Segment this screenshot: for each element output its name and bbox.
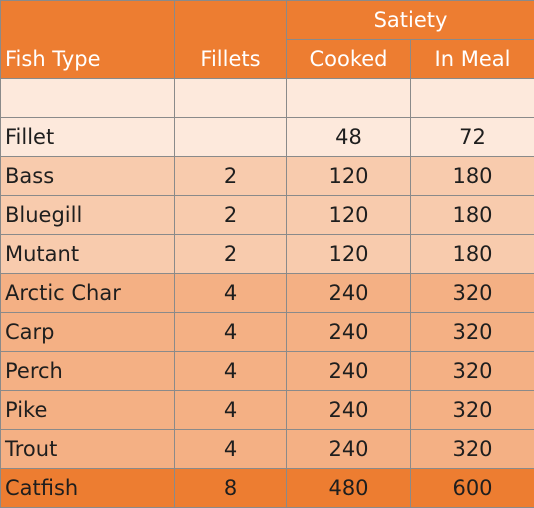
cell-fillets: 4 <box>174 273 287 313</box>
cell-fillets: 4 <box>174 312 287 352</box>
cell-fish-type: Perch <box>0 351 175 391</box>
table-row: Mutant 2 120 180 <box>0 234 534 274</box>
cell-cooked: 240 <box>286 351 411 391</box>
cell-in-meal: 320 <box>409 390 534 430</box>
table-row: Perch 4 240 320 <box>0 351 534 391</box>
cell-fish-type: Pike <box>0 390 175 430</box>
table-row: Bass 2 120 180 <box>0 156 534 196</box>
header-cooked: Cooked <box>286 39 411 79</box>
cell-fillets: 2 <box>174 195 287 235</box>
table-row: Fillet 48 72 <box>0 117 534 157</box>
cell-fillets: 2 <box>174 156 287 196</box>
cell-in-meal <box>409 78 534 118</box>
table-row: Carp 4 240 320 <box>0 312 534 352</box>
cell-fish-type: Trout <box>0 429 175 469</box>
cell-cooked: 240 <box>286 273 411 313</box>
cell-cooked: 240 <box>286 390 411 430</box>
cell-fish-type: Arctic Char <box>0 273 175 313</box>
table-row <box>0 78 534 118</box>
cell-fillets <box>174 78 287 118</box>
cell-cooked: 480 <box>286 468 411 508</box>
cell-fillets: 4 <box>174 351 287 391</box>
cell-cooked: 240 <box>286 312 411 352</box>
cell-cooked: 120 <box>286 195 411 235</box>
table-row: Bluegill 2 120 180 <box>0 195 534 235</box>
cell-fillets: 8 <box>174 468 287 508</box>
cell-in-meal: 600 <box>409 468 534 508</box>
table-row: Catfish 8 480 600 <box>0 468 534 508</box>
cell-in-meal: 320 <box>409 351 534 391</box>
header-in-meal: In Meal <box>409 39 534 79</box>
header-fish-type: Fish Type <box>0 0 175 79</box>
cell-fish-type: Bass <box>0 156 175 196</box>
cell-fish-type: Bluegill <box>0 195 175 235</box>
cell-cooked: 120 <box>286 234 411 274</box>
cell-fish-type: Carp <box>0 312 175 352</box>
cell-in-meal: 180 <box>409 156 534 196</box>
cell-in-meal: 180 <box>409 195 534 235</box>
cell-fillets: 2 <box>174 234 287 274</box>
cell-cooked <box>286 78 411 118</box>
cell-fillets: 4 <box>174 390 287 430</box>
cell-fish-type: Mutant <box>0 234 175 274</box>
table-body: Fillet 48 72 Bass 2 120 180 Bluegill 2 120 180 Muta… <box>0 78 534 508</box>
cell-fillets <box>174 117 287 157</box>
header-fillets: Fillets <box>174 0 287 79</box>
cell-cooked: 240 <box>286 429 411 469</box>
table-row: Arctic Char 4 240 320 <box>0 273 534 313</box>
cell-fillets: 4 <box>174 429 287 469</box>
cell-fish-type <box>0 78 175 118</box>
cell-cooked: 48 <box>286 117 411 157</box>
table-row: Trout 4 240 320 <box>0 429 534 469</box>
table-row: Pike 4 240 320 <box>0 390 534 430</box>
cell-in-meal: 320 <box>409 273 534 313</box>
cell-in-meal: 72 <box>409 117 534 157</box>
cell-cooked: 120 <box>286 156 411 196</box>
cell-in-meal: 320 <box>409 429 534 469</box>
cell-in-meal: 180 <box>409 234 534 274</box>
cell-fish-type: Fillet <box>0 117 175 157</box>
header-satiety: Satiety <box>285 0 534 40</box>
cell-fish-type: Catfish <box>0 468 175 508</box>
cell-in-meal: 320 <box>409 312 534 352</box>
